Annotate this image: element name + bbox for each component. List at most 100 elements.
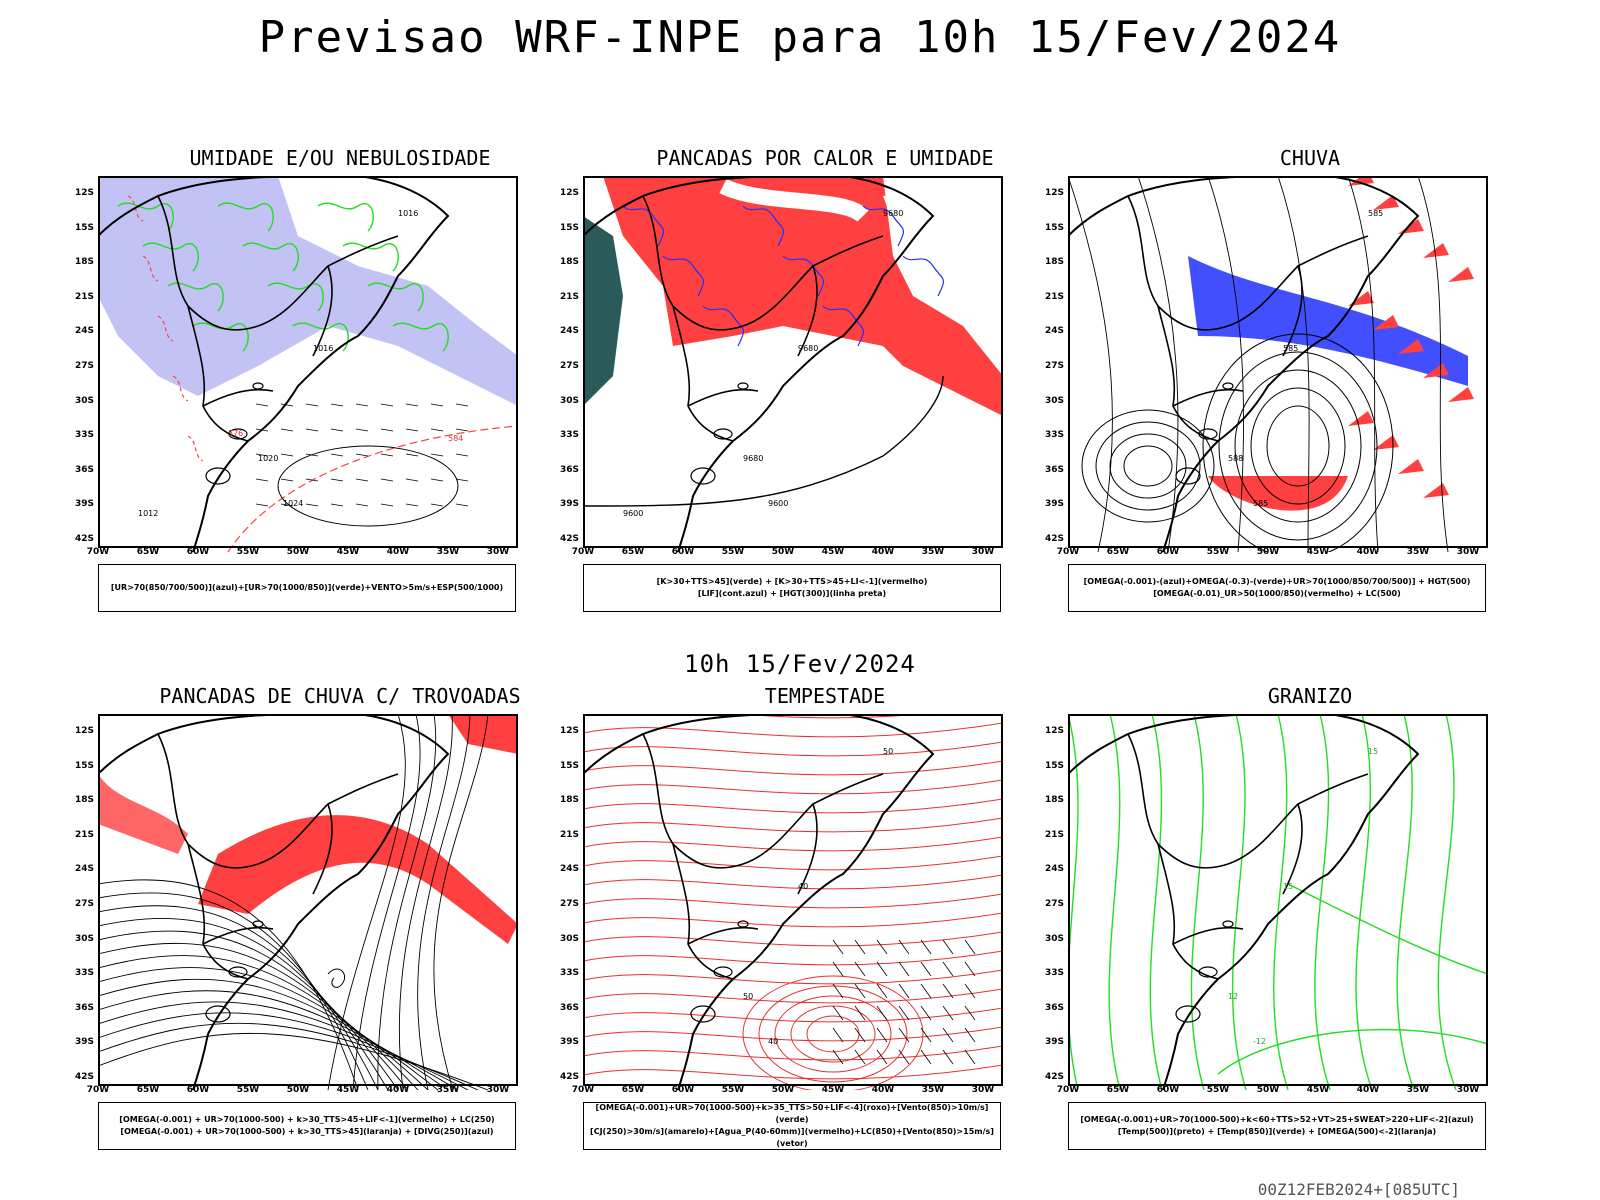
lat-tick-label: 36S	[1044, 1002, 1064, 1013]
lon-tick-label: 55W	[721, 547, 745, 557]
panel-title: PANCADAS DE CHUVA C/ TROVOADAS	[159, 684, 521, 708]
lon-tick-label: 50W	[286, 547, 310, 557]
lon-tick-label: 30W	[971, 1085, 995, 1095]
legend-line: [Temp(500)](preto) + [Temp(850)](verde) …	[1117, 1127, 1437, 1136]
lon-tick-label: 60W	[1156, 547, 1180, 557]
legend-line: [OMEGA(-0.001)-(azul)+OMEGA(-0.3)-(verde…	[1083, 577, 1471, 586]
map-canvas: 585 585 588 585	[1068, 176, 1488, 552]
lat-tick-label: 36S	[74, 1002, 94, 1013]
contour-label: 1024	[283, 499, 303, 508]
lat-tick-label: 18S	[74, 257, 94, 268]
field-layer	[583, 714, 1003, 1090]
lon-tick-label: 40W	[386, 547, 410, 557]
lat-tick-label: 39S	[1044, 1037, 1064, 1048]
lat-tick-label: 21S	[559, 291, 579, 302]
lon-tick-label: 55W	[236, 547, 260, 557]
field-layer	[98, 714, 518, 1090]
lon-tick-label: 65W	[1106, 1085, 1130, 1095]
lon-tick-label: 30W	[971, 547, 995, 557]
map-canvas: 15 15 12 -12	[1068, 714, 1488, 1090]
legend-line: [OMEGA(-0.01)_UR>50(1000/850)(vermelho) …	[1153, 589, 1401, 598]
lat-tick-label: 24S	[559, 326, 579, 337]
panel-legend: [OMEGA(-0.001)+UR>70(1000-500)+k>35_TTS>…	[583, 1102, 1001, 1150]
lat-tick-label: 30S	[1044, 395, 1064, 406]
lon-tick-label: 40W	[1356, 547, 1380, 557]
contour-label: 588	[1228, 454, 1243, 463]
lat-tick-label: 36S	[559, 464, 579, 475]
lon-tick-label: 40W	[1356, 1085, 1380, 1095]
lat-tick-label: 21S	[74, 291, 94, 302]
lat-tick-label: 12S	[559, 726, 579, 736]
panel-pancadas-trovoadas: PANCADAS DE CHUVA C/ TROVOADAS 12S 15S 18S 2…	[75, 684, 590, 1154]
lon-tick-label: 30W	[486, 1085, 510, 1095]
lat-tick-label: 42S	[1044, 534, 1064, 544]
panel-title: TEMPESTADE	[764, 684, 886, 708]
map-canvas	[98, 714, 518, 1090]
panel-title: PANCADAS POR CALOR E UMIDADE	[656, 146, 994, 170]
panel-title: CHUVA	[1279, 146, 1341, 170]
lon-tick-label: 60W	[186, 1085, 210, 1095]
lon-tick-label: 50W	[1256, 1085, 1280, 1095]
panel-tempestade: TEMPESTADE 50 40 50 40 12S 15S 18S 21S 24S 27S 30S 3…	[560, 684, 1075, 1154]
lat-tick-label: 36S	[74, 464, 94, 475]
contour-label: 1016	[313, 344, 333, 353]
section-title: 10h 15/Fev/2024	[684, 650, 916, 678]
lat-tick-label: 18S	[1044, 795, 1064, 806]
contour-label: 585	[1253, 499, 1268, 508]
map-canvas: 50 40 50 40	[583, 714, 1003, 1090]
contour-label: 40	[798, 882, 808, 891]
contour-label: 15	[1283, 882, 1293, 891]
lat-tick-label: 12S	[1044, 726, 1064, 736]
lon-tick-label: 70W	[86, 547, 110, 557]
lat-tick-label: 21S	[1044, 829, 1064, 840]
lon-tick-label: 45W	[821, 547, 845, 557]
lon-tick-label: 30W	[1456, 1085, 1480, 1095]
lat-tick-label: 42S	[559, 534, 579, 544]
field-layer	[583, 176, 1003, 507]
lon-tick-label: 65W	[136, 1085, 160, 1095]
lat-tick-label: 27S	[559, 361, 579, 371]
lat-tick-label: 21S	[1044, 291, 1064, 302]
contour-label: -12	[1253, 1037, 1266, 1046]
contour-label: 40	[768, 1037, 778, 1046]
field-layer	[1068, 176, 1474, 552]
lat-tick-label: 30S	[74, 395, 94, 406]
lat-tick-label: 30S	[1044, 933, 1064, 944]
lon-tick-label: 65W	[1106, 547, 1130, 557]
lon-tick-label: 40W	[871, 547, 895, 557]
lon-tick-label: 60W	[186, 547, 210, 557]
lon-tick-label: 50W	[771, 547, 795, 557]
lon-tick-label: 35W	[1406, 547, 1430, 557]
page-title: Previsao WRF-INPE para 10h 15/Fev/2024	[258, 12, 1342, 63]
legend-line: [OMEGA(-0.001) + UR>70(1000-500) + k>30_…	[119, 1115, 495, 1124]
lat-tick-label: 27S	[74, 899, 94, 909]
lon-tick-label: 65W	[621, 547, 645, 557]
lon-tick-label: 30W	[486, 547, 510, 557]
lat-tick-label: 27S	[559, 899, 579, 909]
lon-tick-label: 60W	[671, 1085, 695, 1095]
lon-tick-label: 65W	[136, 547, 160, 557]
lat-tick-label: 33S	[559, 430, 579, 441]
lon-tick-label: 55W	[1206, 547, 1230, 557]
lon-tick-label: 45W	[1306, 547, 1330, 557]
lat-tick-label: 12S	[74, 726, 94, 736]
panel-title: UMIDADE E/OU NEBULOSIDADE	[189, 146, 491, 170]
contour-label: 9680	[743, 454, 763, 463]
contour-label: 50	[743, 992, 753, 1001]
lat-tick-label: 42S	[559, 1072, 579, 1082]
panel-legend: [OMEGA(-0.001)-(azul)+OMEGA(-0.3)-(verde…	[1068, 564, 1486, 612]
lat-tick-label: 30S	[559, 395, 579, 406]
lon-tick-label: 50W	[286, 1085, 310, 1095]
lat-tick-label: 39S	[74, 1037, 94, 1048]
lon-tick-label: 70W	[86, 1085, 110, 1095]
lon-tick-label: 45W	[336, 1085, 360, 1095]
contour-label: 585	[1368, 209, 1383, 218]
legend-line: [CJ(250)>30m/s](amarelo)+[Agua_P(40-60mm…	[590, 1127, 994, 1148]
forecast-map: 1016 1016 1020 1024 1012 576 584 12S 15S 18S 21S 24…	[75, 176, 518, 557]
lat-tick-label: 39S	[559, 499, 579, 510]
lat-tick-label: 39S	[74, 499, 94, 510]
legend-line: [LIF](cont.azul) + [HGT(300)](linha pret…	[697, 589, 887, 598]
lon-tick-label: 60W	[671, 547, 695, 557]
forecast-map: 12S 15S 18S 21S 24S 27S 30S 33S 36S 39S 42S 70W 65W 6…	[75, 714, 518, 1095]
lat-tick-label: 18S	[559, 795, 579, 806]
